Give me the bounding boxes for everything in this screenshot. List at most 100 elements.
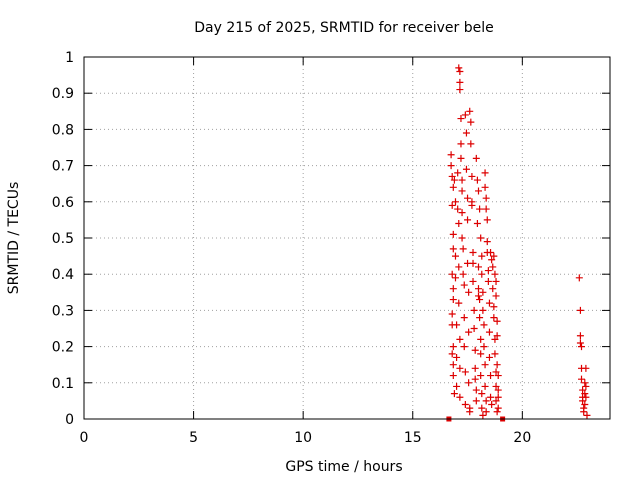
data-point [480, 321, 488, 329]
data-point [458, 209, 466, 217]
data-point [453, 353, 461, 361]
data-point [475, 292, 482, 300]
data-point [455, 263, 463, 271]
data-point [478, 252, 486, 260]
data-point [453, 321, 461, 329]
data-point [451, 252, 459, 260]
y-tick-label: 1 [65, 50, 74, 66]
data-point [469, 248, 477, 256]
data-point [488, 401, 496, 409]
data-point [481, 361, 489, 369]
data-point [491, 350, 499, 358]
data-point [481, 169, 489, 177]
grid [84, 57, 610, 419]
data-point [451, 274, 459, 282]
y-tick-label: 0.7 [52, 159, 74, 175]
data-point [461, 368, 469, 376]
x-tick-label: 20 [513, 430, 531, 446]
data-point [467, 140, 475, 148]
data-point [453, 382, 461, 390]
data-point [576, 339, 584, 347]
data-point [450, 176, 458, 184]
data-point [449, 285, 457, 293]
x-tick-label: 10 [294, 430, 312, 446]
data-point [462, 165, 470, 173]
y-tick-label: 0.4 [52, 267, 74, 283]
chart-title: Day 215 of 2025, SRMTID for receiver bel… [194, 20, 493, 36]
data-point [493, 408, 501, 416]
data-point [460, 281, 468, 289]
data-point [468, 172, 476, 180]
data-point [483, 216, 491, 224]
data-point [460, 314, 468, 322]
data-point [480, 343, 488, 351]
y-tick-label: 0.3 [52, 303, 74, 319]
data-point [466, 408, 474, 416]
data-point [479, 306, 487, 314]
data-points [446, 64, 591, 422]
data-point [492, 368, 500, 376]
data-point [465, 288, 473, 296]
data-point [472, 386, 480, 394]
data-point [477, 372, 485, 380]
data-point [494, 393, 502, 401]
data-point [477, 234, 485, 242]
data-point [582, 364, 590, 372]
data-point [485, 299, 493, 307]
data-point [471, 364, 479, 372]
x-tick-label: 0 [80, 430, 89, 446]
data-point [448, 350, 456, 358]
data-point [490, 314, 498, 322]
data-point [458, 234, 466, 242]
data-point [482, 194, 490, 202]
y-tick-label: 0.2 [52, 340, 74, 356]
data-point [576, 306, 584, 314]
data-point [482, 408, 490, 416]
data-point [582, 382, 590, 390]
data-point [455, 64, 463, 72]
plot-area-frame [83, 56, 611, 420]
data-point [492, 397, 500, 405]
data-point [581, 401, 589, 409]
data-point [469, 259, 477, 267]
y-tick-label: 0.9 [52, 86, 74, 102]
data-point [476, 205, 484, 213]
y-axis-label: SRMTID / TECUs [6, 182, 22, 295]
data-point [449, 372, 457, 380]
data-point [478, 404, 486, 412]
data-point [493, 361, 501, 369]
data-point [472, 397, 480, 405]
data-point [462, 129, 470, 137]
data-point [476, 314, 484, 322]
data-point [456, 393, 464, 401]
data-point [482, 397, 490, 405]
data-point [475, 285, 482, 293]
data-point [471, 346, 479, 354]
data-point [448, 270, 456, 278]
x-tick-label: 5 [189, 430, 198, 446]
data-point [455, 220, 463, 228]
data-point [449, 245, 457, 253]
data-point [477, 350, 485, 358]
x-axis-label: GPS time / hours [285, 459, 402, 475]
data-point [448, 201, 456, 209]
data-point [578, 343, 586, 351]
data-point [493, 332, 501, 340]
data-point [492, 277, 500, 285]
data-point [475, 187, 482, 195]
data-point [484, 267, 492, 275]
data-point [490, 252, 498, 260]
data-point [478, 390, 486, 398]
data-point [491, 270, 499, 278]
data-point [455, 299, 463, 307]
data-point [583, 411, 591, 419]
data-point [578, 375, 586, 383]
data-point [448, 310, 456, 318]
y-tick-label: 0.8 [52, 122, 74, 138]
data-point [449, 230, 457, 238]
data-point [457, 115, 465, 123]
data-point [492, 292, 500, 300]
data-point [451, 198, 459, 206]
ticks: 00.10.20.30.40.50.60.70.80.910 5 10 15 20 [52, 50, 610, 446]
data-point [482, 205, 490, 213]
